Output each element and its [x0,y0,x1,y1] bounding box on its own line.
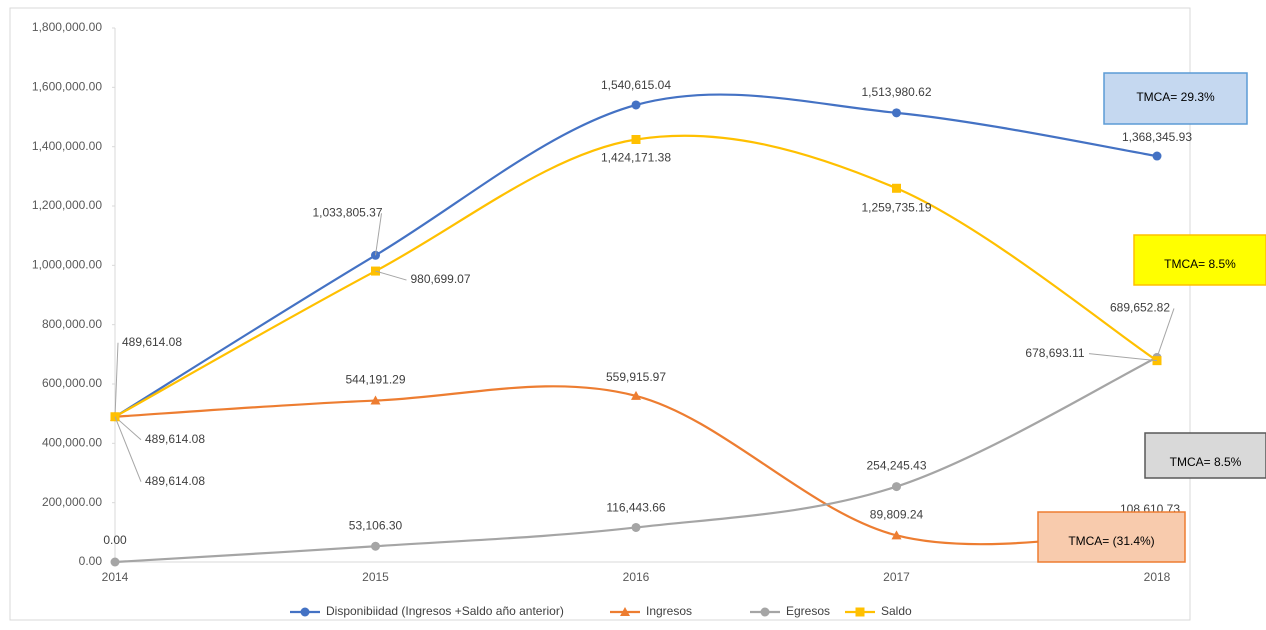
x-tick-label: 2015 [362,570,389,584]
marker [631,522,641,532]
data-label: 1,033,805.37 [312,205,382,219]
annotation-box [1133,234,1266,286]
data-label: 689,652.82 [1110,301,1170,315]
legend-label: Saldo [881,604,912,618]
legend-marker [760,607,770,617]
leader-line [375,270,407,281]
y-tick-label: 0.00 [79,554,103,568]
marker [631,390,641,400]
legend-marker [300,607,310,617]
y-tick-label: 1,000,000.00 [32,258,102,272]
data-label: 489,614.08 [145,432,205,446]
data-label: 1,513,980.62 [861,85,931,99]
marker [631,100,641,110]
y-tick-label: 200,000.00 [42,495,102,509]
data-label: 254,245.43 [866,459,926,473]
data-label: 0.00 [103,533,127,547]
data-label: 489,614.08 [122,335,182,349]
y-tick-label: 400,000.00 [42,436,102,450]
y-tick-label: 1,800,000.00 [32,20,102,34]
marker [891,530,902,540]
data-label: 559,915.97 [606,370,666,384]
data-label: 53,106.30 [349,518,403,532]
marker [1152,151,1162,161]
leader-line [114,342,119,417]
legend-label: Egresos [786,604,830,618]
x-tick-label: 2017 [883,570,910,584]
marker [892,183,901,193]
y-tick-label: 1,600,000.00 [32,80,102,94]
marker [370,395,381,405]
marker [892,108,901,118]
data-label: 1,540,615.04 [601,78,671,92]
x-tick-label: 2014 [102,570,129,584]
annotation-box [1037,511,1186,563]
annotation-text: TMCA= 8.5% [1170,455,1242,469]
annotation-text: TMCA= (31.4%) [1068,534,1154,548]
marker [631,134,641,144]
leader-line [1156,308,1175,358]
y-tick-label: 600,000.00 [42,376,102,390]
x-tick-label: 2018 [1144,570,1171,584]
y-tick-label: 1,200,000.00 [32,198,102,212]
leader-line [375,213,382,256]
leader-line [1088,353,1158,362]
annotation-text: TMCA= 29.3% [1136,90,1215,104]
leader-line [114,416,142,482]
y-tick-label: 800,000.00 [42,317,102,331]
data-label: 678,693.11 [1025,346,1084,360]
legend-label: Ingresos [646,604,692,618]
annotation-text: TMCA= 8.5% [1164,257,1236,271]
marker [892,482,901,492]
data-label: 116,443.66 [606,501,665,515]
legend-marker [620,607,630,616]
marker [371,541,380,551]
data-label: 1,368,345.93 [1122,130,1192,144]
data-label: 1,259,735.19 [861,200,931,214]
annotation-box [1144,432,1266,479]
chart-frame [9,7,1191,621]
data-label: 1,424,171.38 [601,151,671,165]
legend-label: Disponibiidad (Ingresos +Saldo año anter… [326,604,564,618]
marker [110,557,120,567]
data-label: 489,614.08 [145,474,205,488]
y-tick-label: 1,400,000.00 [32,139,102,153]
data-label: 980,699.07 [410,272,470,286]
data-label: 544,191.29 [345,373,405,387]
annotation-box [1103,72,1248,125]
data-label: 89,809.24 [870,508,924,522]
x-tick-label: 2016 [623,570,650,584]
legend-marker [855,607,865,617]
